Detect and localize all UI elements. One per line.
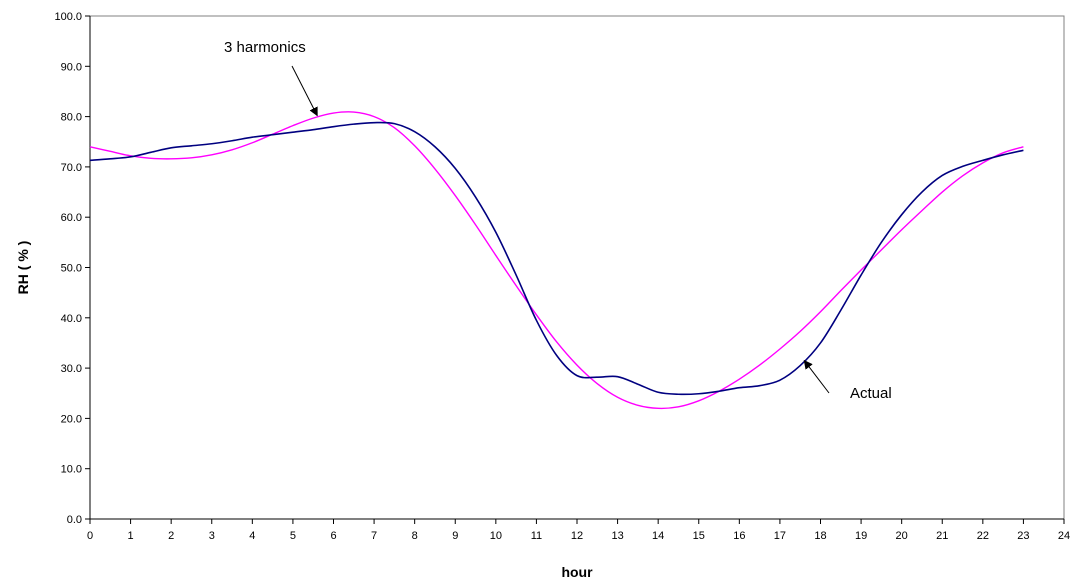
y-tick-label: 100.0 bbox=[54, 11, 82, 23]
x-tick-label: 22 bbox=[977, 530, 989, 542]
x-tick-label: 2 bbox=[168, 530, 174, 542]
annotation-arrow-3-harmonics bbox=[291, 65, 318, 117]
x-tick-label: 0 bbox=[87, 530, 93, 542]
x-tick-label: 1 bbox=[128, 530, 134, 542]
annotation-actual: Actual bbox=[850, 385, 892, 402]
y-axis-title: RH ( % ) bbox=[15, 241, 31, 295]
x-axis-title: hour bbox=[561, 564, 593, 580]
x-tick-label: 3 bbox=[209, 530, 215, 542]
x-axis: 0 1 2 3 4 5 6 7 8 9 10 11 12 13 14 15 16 17 18 19 20 21 22 23 24 bbox=[87, 518, 1070, 542]
y-tick-label: 0.0 bbox=[67, 514, 82, 526]
x-tick-label: 14 bbox=[652, 530, 664, 542]
x-tick-label: 12 bbox=[571, 530, 583, 542]
annotation-arrow-actual bbox=[803, 359, 830, 394]
x-tick-label: 13 bbox=[611, 530, 623, 542]
x-tick-label: 7 bbox=[371, 530, 377, 542]
x-tick-label: 20 bbox=[896, 530, 908, 542]
annotation-layer: 3 harmonics Actual bbox=[224, 39, 892, 402]
annotation-3-harmonics: 3 harmonics bbox=[224, 39, 306, 56]
y-axis: 0.0 10.0 20.0 30.0 40.0 50.0 60.0 70.0 80.0 90.0 1… bbox=[54, 11, 91, 526]
y-tick-label: 30.0 bbox=[61, 363, 82, 375]
x-tick-label: 8 bbox=[412, 530, 418, 542]
y-tick-label: 50.0 bbox=[61, 263, 82, 275]
x-tick-label: 10 bbox=[490, 530, 502, 542]
y-tick-label: 70.0 bbox=[61, 162, 82, 174]
y-tick-label: 60.0 bbox=[61, 212, 82, 224]
x-tick-label: 19 bbox=[855, 530, 867, 542]
x-tick-label: 6 bbox=[330, 530, 336, 542]
x-tick-label: 24 bbox=[1058, 530, 1070, 542]
x-tick-label: 17 bbox=[774, 530, 786, 542]
series-line-actual bbox=[89, 121, 1024, 396]
y-tick-label: 90.0 bbox=[61, 61, 82, 73]
x-tick-label: 9 bbox=[452, 530, 458, 542]
plot-area bbox=[89, 15, 1065, 520]
y-tick-label: 20.0 bbox=[61, 413, 82, 425]
series-layer bbox=[89, 111, 1024, 410]
x-tick-label: 18 bbox=[814, 530, 826, 542]
x-tick-label: 21 bbox=[936, 530, 948, 542]
x-tick-label: 4 bbox=[249, 530, 255, 542]
y-tick-label: 10.0 bbox=[61, 464, 82, 476]
x-tick-label: 11 bbox=[531, 530, 542, 542]
y-tick-label: 40.0 bbox=[61, 313, 82, 325]
x-tick-label: 15 bbox=[693, 530, 705, 542]
x-tick-label: 23 bbox=[1017, 530, 1029, 542]
x-tick-label: 16 bbox=[733, 530, 745, 542]
y-tick-label: 80.0 bbox=[61, 112, 82, 124]
plot-border bbox=[89, 15, 1065, 520]
series-line-3-harmonics bbox=[89, 111, 1024, 410]
x-tick-label: 5 bbox=[290, 530, 296, 542]
